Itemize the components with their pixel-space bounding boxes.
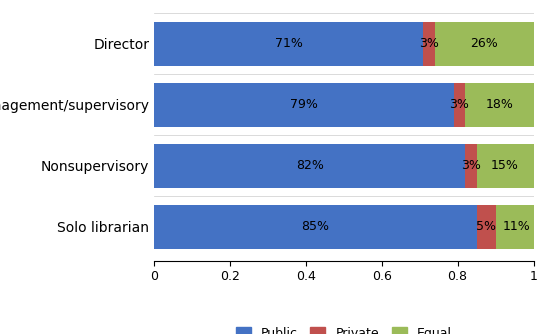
Text: 11%: 11% <box>503 220 530 233</box>
Bar <box>476 205 496 249</box>
Bar <box>424 22 435 65</box>
Bar <box>154 22 424 65</box>
Bar <box>465 83 534 127</box>
Legend: Public, Private, Equal: Public, Private, Equal <box>231 322 456 334</box>
Text: 79%: 79% <box>290 98 318 111</box>
Text: 5%: 5% <box>476 220 496 233</box>
Bar <box>154 144 465 188</box>
Bar <box>154 205 476 249</box>
Text: 82%: 82% <box>296 159 323 172</box>
Text: 18%: 18% <box>486 98 513 111</box>
Text: 85%: 85% <box>301 220 329 233</box>
Bar <box>154 83 454 127</box>
Text: 26%: 26% <box>470 37 498 50</box>
Bar <box>476 144 534 188</box>
Bar <box>435 22 534 65</box>
Text: 71%: 71% <box>275 37 302 50</box>
Text: 3%: 3% <box>449 98 470 111</box>
Bar <box>496 205 537 249</box>
Bar <box>454 83 465 127</box>
Text: 3%: 3% <box>419 37 439 50</box>
Text: 3%: 3% <box>461 159 481 172</box>
Bar <box>465 144 476 188</box>
Text: 15%: 15% <box>491 159 519 172</box>
